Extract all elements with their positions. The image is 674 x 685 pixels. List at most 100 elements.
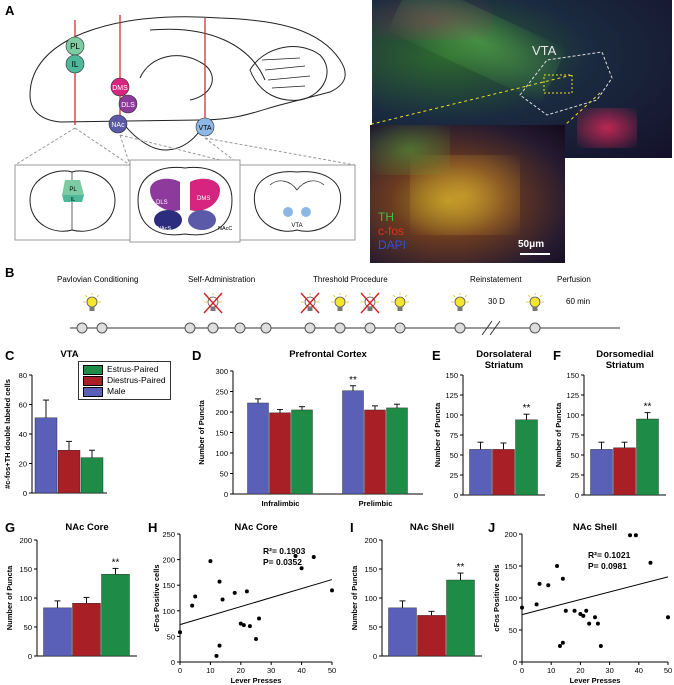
coronal-pl-label: PL [69,187,77,193]
coronal-pl-area [62,180,84,195]
bar [342,390,364,495]
crossed-light-bulb-icon [203,292,223,314]
bar [613,447,636,496]
corpus-callosum [149,28,266,81]
y-tick-label: 150 [19,565,32,574]
bar [101,574,130,657]
coronal-nacc-area [188,210,216,230]
scatter-point [633,533,638,538]
regression-stat: R²= 0.1903 [263,546,306,556]
y-tick-label: 25 [450,471,458,480]
scatter-point [578,612,583,616]
timeline-node [529,322,541,334]
region-nac-label: NAc [111,122,125,129]
scatter-point [666,615,670,620]
x-tick-label: 30 [267,666,275,675]
y-tick-label: 0 [23,489,27,498]
y-tick-label: 150 [445,371,458,380]
ventral-brainstem [119,117,206,151]
y-tick-label: 50 [369,623,377,632]
legend-swatch-male [83,386,103,397]
y-tick-label: 0 [454,491,458,500]
regression-stat: R²= 0.1021 [588,550,631,560]
region-pl: PL [65,36,85,56]
x-tick-label: 20 [576,666,584,675]
y-tick-label: 50 [571,451,579,460]
scatter-point [257,616,262,621]
y-tick-label: 150 [504,562,517,571]
stage-perfusion: Perfusion [557,275,591,284]
y-tick-label: 80 [19,371,27,380]
scatter-point [560,640,565,645]
panel-letter-h: H [148,520,158,535]
scatter-point [598,644,603,648]
x-tick-label: 50 [328,666,336,675]
scatter-point [330,588,334,593]
significance-marker: ** [523,403,531,414]
y-tick-label: 0 [513,658,517,667]
scale-bar-label: 50μm [518,239,545,250]
chart-nac-shell-scatter: 0 50 100 150 200 0 10 20 30 40 50 NAc Shell Lever Pr… [492,522,672,683]
x-tick-label: 0 [178,666,182,675]
coronal-il-area [62,195,84,202]
bar [269,412,291,495]
coronal-dls-label: DLS [156,200,168,206]
significance-marker: ** [112,557,120,568]
panel-letter-g: G [5,520,16,535]
light-bulb-icon [391,293,409,311]
scatter-point [214,653,219,658]
scatter-point [560,576,565,581]
timeline-node [364,322,376,334]
scale-bar [520,253,550,255]
stage-reinstatement: Reinstatement [470,275,522,284]
coronal-pfc-outline [29,170,116,232]
y-tick-label: 25 [571,471,579,480]
y-tick-label: 50 [509,626,517,635]
significance-marker: ** [457,562,465,573]
bar [34,417,58,494]
bar [57,450,81,494]
scatter-point [537,581,542,586]
micrograph-legend: TH c-fos DAPI [378,210,406,252]
legend-dapi: DAPI [378,238,407,252]
bar [386,407,408,495]
y-tick-label: 0 [224,490,228,499]
scatter-point [572,608,577,613]
y-tick-label: 200 [504,530,517,539]
chart-title: NAc Core [234,522,277,533]
timeline-node [96,322,108,334]
scatter-point [238,621,243,626]
bar [515,419,538,496]
timeline-node [304,322,316,334]
cerebellum-outline [249,46,328,101]
scatter-point [217,579,222,584]
scatter-point [555,564,560,568]
legend-item-estrus: Estrus-Paired [83,364,166,375]
light-bulb-icon [451,293,469,311]
bar [446,579,475,657]
scatter-point [190,603,195,608]
x-category-label: Infralimbic [262,499,300,508]
y-tick-label: 200 [215,408,228,417]
regression-line [179,579,333,626]
y-tick-label: 100 [504,594,517,603]
panel-letter-f: F [553,348,561,363]
x-tick-label: 40 [297,666,305,675]
coronal-section-striatum-frame [129,159,241,243]
scatter-point [584,608,589,613]
timeline-node [234,322,246,334]
crossed-light-bulb-icon [360,292,380,314]
cfos-glow [372,0,492,40]
y-tick-label: 100 [566,411,579,420]
y-tick-label: 100 [445,411,458,420]
vta-dashed-outline [519,51,613,116]
y-tick-label: 200 [19,536,32,545]
coronal-vta-outline [253,171,342,232]
x-axis-label: Lever Presses [231,676,282,683]
scatter-point [293,554,298,559]
timeline-node [76,322,88,334]
legend-label-estrus: Estrus-Paired [107,364,159,374]
bar [247,402,269,495]
coronal-nacs-area [154,210,182,230]
scatter-point [178,630,182,635]
